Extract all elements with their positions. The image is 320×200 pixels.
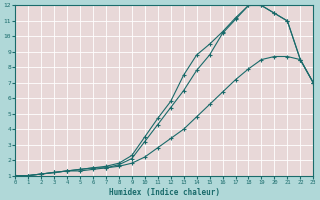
X-axis label: Humidex (Indice chaleur): Humidex (Indice chaleur): [109, 188, 220, 197]
